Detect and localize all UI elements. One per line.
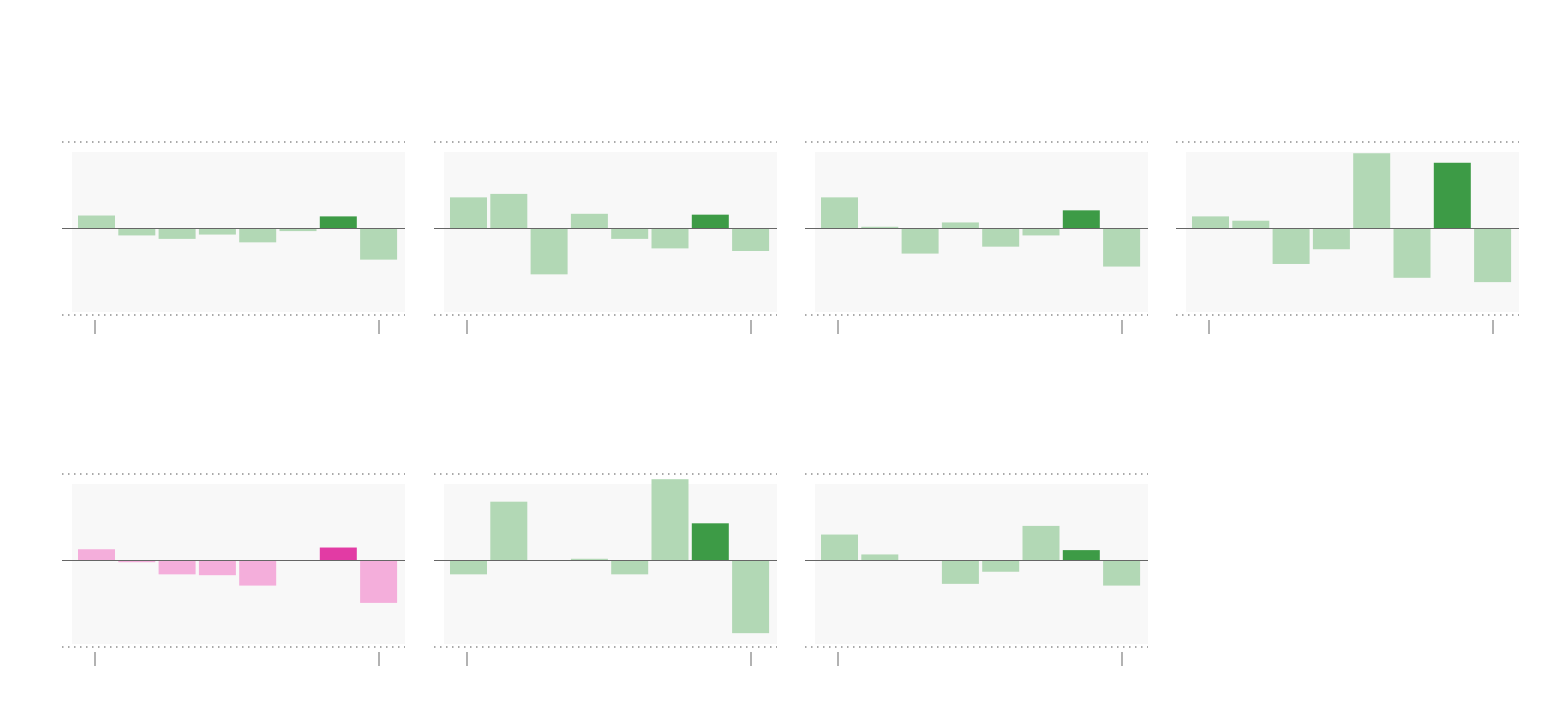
plot-background bbox=[444, 152, 777, 312]
plot-background bbox=[72, 484, 405, 644]
bar bbox=[611, 228, 649, 239]
bar bbox=[530, 228, 568, 275]
bar bbox=[450, 560, 487, 575]
bar bbox=[1103, 228, 1141, 267]
bar bbox=[1353, 153, 1391, 229]
bar bbox=[570, 558, 608, 561]
bar bbox=[279, 228, 317, 232]
bar bbox=[118, 228, 156, 236]
bar bbox=[78, 215, 115, 229]
plot-background bbox=[815, 152, 1148, 312]
bar bbox=[490, 501, 528, 561]
bar bbox=[198, 228, 236, 235]
bar bbox=[941, 222, 979, 229]
bar bbox=[1022, 228, 1060, 236]
bar bbox=[1192, 216, 1229, 229]
bar bbox=[732, 560, 770, 634]
bar bbox=[1103, 560, 1141, 586]
bar bbox=[1062, 550, 1100, 561]
bar bbox=[1474, 228, 1512, 283]
bar bbox=[691, 214, 729, 229]
bar bbox=[1312, 228, 1350, 250]
plot-background bbox=[815, 484, 1148, 644]
bar bbox=[570, 213, 608, 229]
bar bbox=[691, 523, 729, 561]
bar bbox=[982, 228, 1020, 247]
bar bbox=[861, 226, 899, 229]
bar bbox=[158, 560, 196, 575]
bar bbox=[239, 228, 277, 243]
bar bbox=[821, 534, 858, 561]
bar bbox=[450, 197, 487, 229]
bar bbox=[651, 479, 689, 561]
bar bbox=[1393, 228, 1431, 278]
bar bbox=[611, 560, 649, 575]
bar bbox=[118, 560, 156, 563]
bar bbox=[360, 560, 398, 603]
bar bbox=[901, 228, 939, 254]
bar bbox=[239, 560, 277, 586]
bar bbox=[78, 549, 115, 561]
bar bbox=[821, 197, 858, 229]
bar bbox=[1022, 525, 1060, 561]
bar bbox=[732, 228, 770, 251]
bar bbox=[319, 216, 357, 229]
bar bbox=[651, 228, 689, 249]
bar bbox=[941, 560, 979, 584]
bar bbox=[1272, 228, 1310, 264]
bar bbox=[198, 560, 236, 576]
bar bbox=[1232, 220, 1270, 229]
bar bbox=[490, 193, 528, 229]
bar bbox=[982, 560, 1020, 572]
bar bbox=[319, 547, 357, 561]
bar bbox=[360, 228, 398, 260]
bar bbox=[1433, 162, 1471, 229]
bar bbox=[158, 228, 196, 239]
bar bbox=[1062, 210, 1100, 229]
bar bbox=[861, 554, 899, 561]
